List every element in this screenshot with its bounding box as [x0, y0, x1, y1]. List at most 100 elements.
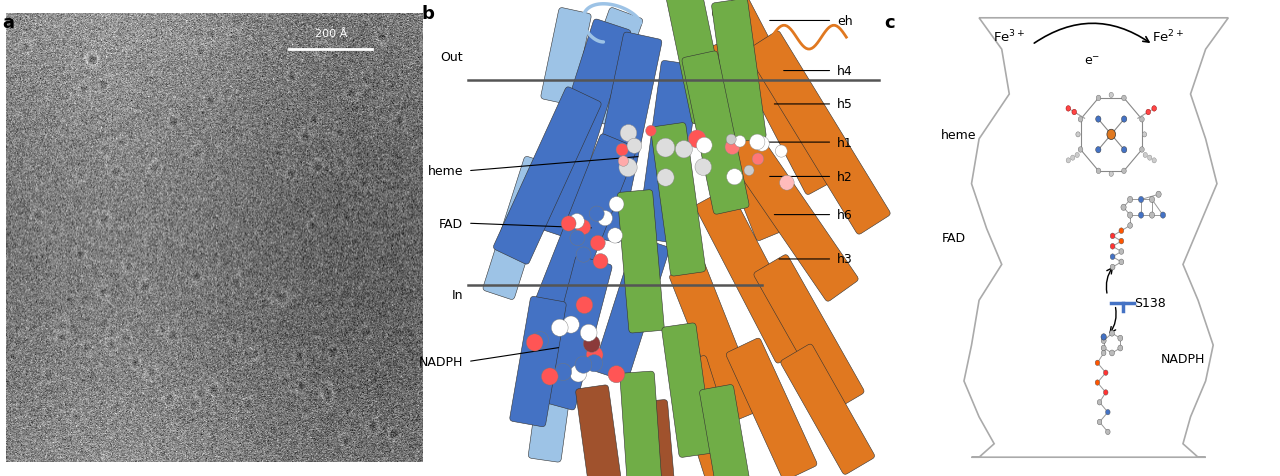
- Circle shape: [776, 146, 787, 158]
- Circle shape: [1103, 390, 1108, 395]
- FancyBboxPatch shape: [573, 9, 643, 125]
- Text: h5: h5: [837, 98, 852, 111]
- Circle shape: [1143, 153, 1147, 158]
- Text: heme: heme: [941, 129, 977, 141]
- Circle shape: [1096, 380, 1100, 386]
- Text: eh: eh: [837, 15, 852, 28]
- Circle shape: [657, 169, 675, 187]
- Circle shape: [780, 176, 794, 191]
- Circle shape: [1078, 148, 1083, 153]
- FancyBboxPatch shape: [712, 0, 767, 143]
- Circle shape: [526, 334, 543, 351]
- Text: h1: h1: [837, 136, 852, 149]
- Circle shape: [724, 140, 740, 155]
- FancyBboxPatch shape: [637, 61, 700, 243]
- FancyBboxPatch shape: [669, 262, 762, 423]
- Circle shape: [1139, 148, 1144, 153]
- FancyBboxPatch shape: [617, 190, 664, 333]
- Text: e$^{-}$: e$^{-}$: [1084, 55, 1101, 68]
- Text: heme: heme: [428, 165, 463, 178]
- Circle shape: [598, 211, 613, 226]
- Circle shape: [727, 169, 742, 186]
- Circle shape: [1106, 429, 1110, 435]
- Circle shape: [1119, 249, 1124, 255]
- Text: h2: h2: [837, 170, 852, 184]
- Circle shape: [1076, 132, 1080, 138]
- Circle shape: [645, 126, 657, 137]
- Text: h6: h6: [837, 208, 852, 222]
- Circle shape: [676, 141, 692, 159]
- Circle shape: [586, 355, 603, 372]
- Circle shape: [1156, 192, 1161, 198]
- Circle shape: [755, 137, 769, 152]
- Circle shape: [532, 332, 549, 349]
- Circle shape: [1149, 212, 1155, 219]
- Text: c: c: [884, 14, 895, 32]
- Circle shape: [1128, 223, 1133, 229]
- Circle shape: [1121, 169, 1126, 174]
- Circle shape: [744, 166, 754, 176]
- Circle shape: [1078, 117, 1083, 123]
- Circle shape: [554, 364, 572, 381]
- Text: Out: Out: [440, 50, 463, 64]
- Circle shape: [1071, 110, 1076, 116]
- Circle shape: [1161, 212, 1166, 219]
- Circle shape: [1142, 132, 1147, 138]
- Circle shape: [608, 228, 622, 244]
- Circle shape: [570, 365, 586, 382]
- Circle shape: [562, 317, 580, 334]
- FancyBboxPatch shape: [682, 52, 749, 215]
- Circle shape: [1110, 330, 1115, 337]
- Circle shape: [1146, 110, 1151, 116]
- Circle shape: [1066, 107, 1070, 112]
- Text: 200 Å: 200 Å: [315, 29, 347, 39]
- FancyBboxPatch shape: [722, 127, 858, 302]
- Circle shape: [750, 135, 765, 150]
- Circle shape: [620, 125, 636, 142]
- FancyBboxPatch shape: [650, 123, 705, 277]
- Circle shape: [570, 231, 585, 246]
- Circle shape: [1117, 336, 1123, 341]
- Circle shape: [593, 254, 608, 269]
- FancyBboxPatch shape: [539, 257, 612, 410]
- Circle shape: [575, 357, 591, 374]
- Circle shape: [1152, 107, 1157, 112]
- Circle shape: [1108, 93, 1114, 98]
- FancyBboxPatch shape: [635, 400, 675, 476]
- Circle shape: [1121, 117, 1126, 123]
- FancyBboxPatch shape: [695, 189, 810, 363]
- Circle shape: [1119, 228, 1124, 234]
- Circle shape: [608, 366, 625, 383]
- FancyBboxPatch shape: [494, 88, 602, 265]
- FancyBboxPatch shape: [532, 135, 636, 322]
- Circle shape: [1128, 212, 1133, 219]
- Circle shape: [753, 154, 764, 166]
- FancyBboxPatch shape: [582, 33, 662, 243]
- Circle shape: [618, 157, 628, 167]
- FancyBboxPatch shape: [576, 385, 622, 476]
- Circle shape: [1110, 350, 1115, 356]
- Circle shape: [1152, 159, 1156, 164]
- Circle shape: [541, 368, 558, 385]
- FancyBboxPatch shape: [671, 356, 742, 476]
- Circle shape: [1107, 130, 1116, 140]
- Circle shape: [1121, 205, 1126, 211]
- Circle shape: [1139, 117, 1144, 123]
- Circle shape: [726, 135, 736, 145]
- Circle shape: [1110, 254, 1115, 260]
- Circle shape: [586, 347, 603, 364]
- Text: NADPH: NADPH: [419, 355, 463, 368]
- Circle shape: [1119, 239, 1124, 245]
- Circle shape: [735, 136, 746, 148]
- Text: S138: S138: [1134, 297, 1166, 309]
- FancyBboxPatch shape: [726, 338, 817, 476]
- Circle shape: [1103, 370, 1108, 376]
- Circle shape: [1110, 265, 1115, 270]
- Circle shape: [1096, 169, 1101, 174]
- FancyBboxPatch shape: [712, 0, 840, 195]
- FancyBboxPatch shape: [754, 255, 864, 411]
- Circle shape: [576, 297, 593, 314]
- FancyBboxPatch shape: [700, 385, 750, 476]
- Circle shape: [1096, 360, 1100, 366]
- Circle shape: [1101, 338, 1106, 344]
